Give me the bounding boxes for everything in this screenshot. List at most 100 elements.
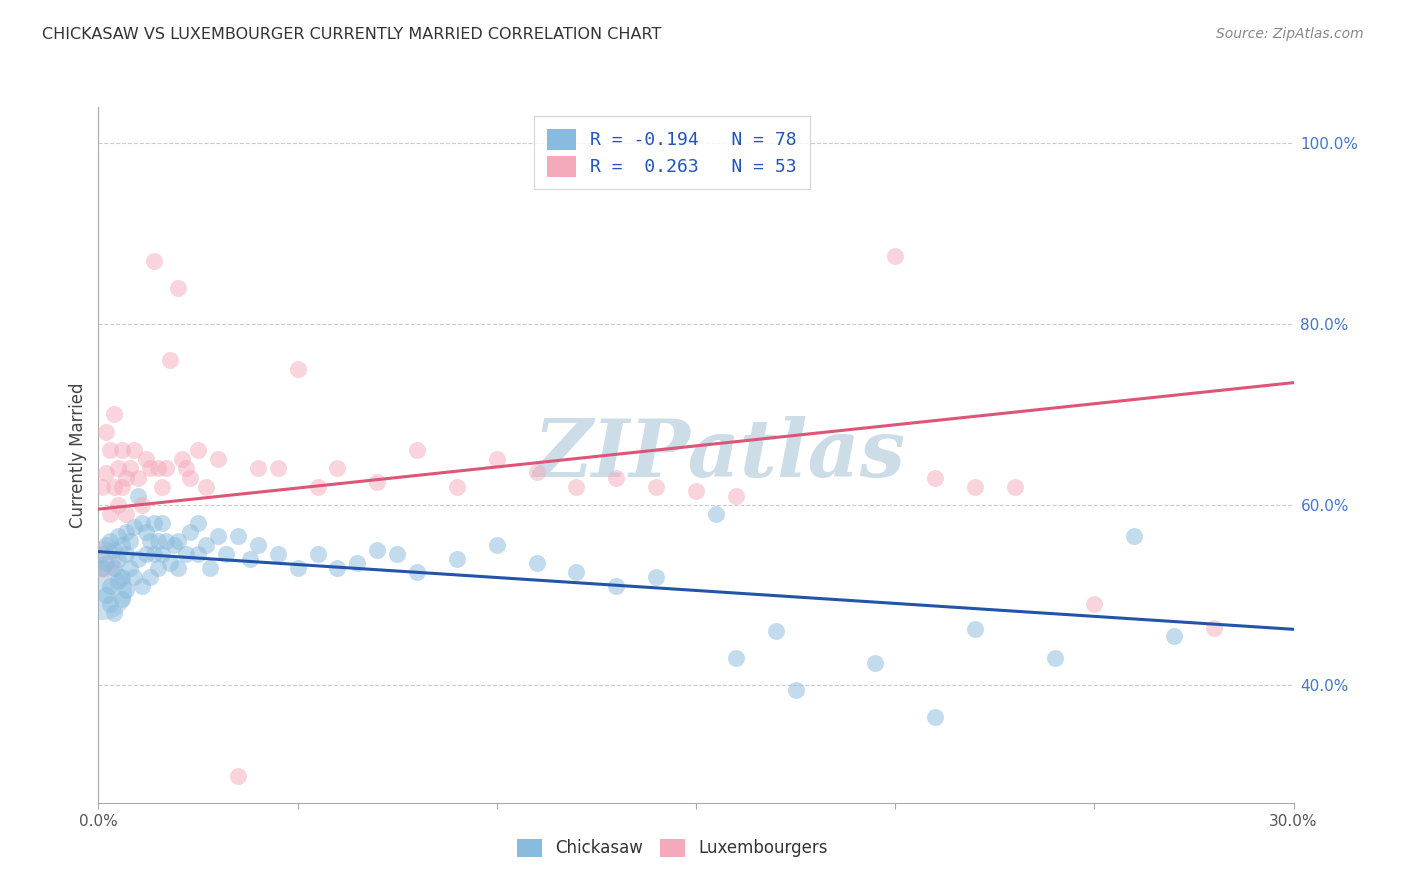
Point — [111, 592, 134, 607]
Point — [724, 651, 747, 665]
Point — [139, 533, 162, 548]
Point — [159, 557, 181, 571]
Point — [605, 579, 627, 593]
Point — [226, 529, 249, 543]
Text: CHICKASAW VS LUXEMBOURGER CURRENTLY MARRIED CORRELATION CHART: CHICKASAW VS LUXEMBOURGER CURRENTLY MARR… — [42, 27, 662, 42]
Point — [246, 461, 269, 475]
Point — [96, 466, 118, 480]
Point — [685, 484, 707, 499]
Point — [924, 710, 946, 724]
Point — [107, 551, 129, 566]
Point — [167, 533, 190, 548]
Point — [446, 479, 468, 493]
Point — [115, 470, 138, 484]
Point — [148, 561, 170, 575]
Point — [148, 461, 170, 475]
Point — [143, 516, 166, 530]
Point — [107, 461, 129, 475]
Point — [215, 547, 238, 561]
Point — [1202, 621, 1225, 635]
Point — [111, 538, 134, 552]
Point — [239, 551, 262, 566]
Point — [127, 470, 149, 484]
Point — [924, 470, 946, 484]
Point — [246, 538, 269, 552]
Point — [385, 547, 409, 561]
Point — [127, 551, 149, 566]
Point — [103, 407, 125, 421]
Point — [565, 479, 588, 493]
Point — [167, 281, 190, 295]
Point — [645, 479, 668, 493]
Point — [155, 533, 177, 548]
Point — [155, 461, 177, 475]
Point — [100, 597, 122, 611]
Point — [1083, 597, 1105, 611]
Point — [139, 461, 162, 475]
Point — [267, 461, 290, 475]
Point — [174, 547, 197, 561]
Point — [148, 533, 170, 548]
Point — [1043, 651, 1066, 665]
Point — [526, 557, 548, 571]
Point — [143, 253, 166, 268]
Point — [1004, 479, 1026, 493]
Point — [179, 524, 201, 539]
Point — [111, 443, 134, 458]
Point — [526, 465, 548, 479]
Point — [366, 475, 388, 489]
Point — [135, 547, 157, 561]
Point — [124, 443, 146, 458]
Point — [103, 561, 125, 575]
Point — [131, 498, 153, 512]
Point — [287, 362, 309, 376]
Point — [179, 470, 201, 484]
Point — [187, 443, 209, 458]
Point — [91, 479, 114, 493]
Point — [115, 583, 138, 598]
Point — [172, 452, 194, 467]
Point — [963, 479, 986, 493]
Point — [307, 547, 329, 561]
Point — [124, 520, 146, 534]
Point — [120, 561, 142, 575]
Point — [107, 529, 129, 543]
Point — [366, 542, 388, 557]
Point — [765, 624, 787, 639]
Point — [120, 533, 142, 548]
Point — [163, 538, 186, 552]
Point — [565, 566, 588, 580]
Point — [111, 570, 134, 584]
Point — [100, 533, 122, 548]
Point — [863, 656, 887, 670]
Point — [406, 566, 429, 580]
Point — [124, 570, 146, 584]
Point — [96, 588, 118, 602]
Point — [103, 479, 125, 493]
Point — [96, 538, 118, 552]
Point — [167, 561, 190, 575]
Point — [100, 507, 122, 521]
Point — [115, 524, 138, 539]
Point — [307, 479, 329, 493]
Point — [127, 489, 149, 503]
Point — [100, 579, 122, 593]
Point — [103, 542, 125, 557]
Point — [107, 498, 129, 512]
Point — [605, 470, 627, 484]
Point — [207, 452, 229, 467]
Point — [111, 479, 134, 493]
Point — [91, 551, 114, 566]
Point — [96, 557, 118, 571]
Point — [103, 606, 125, 620]
Point — [287, 561, 309, 575]
Point — [135, 524, 157, 539]
Point — [485, 452, 508, 467]
Point — [115, 507, 138, 521]
Point — [645, 570, 668, 584]
Point — [150, 479, 173, 493]
Point — [187, 516, 209, 530]
Point — [174, 461, 197, 475]
Point — [135, 452, 157, 467]
Point — [326, 561, 349, 575]
